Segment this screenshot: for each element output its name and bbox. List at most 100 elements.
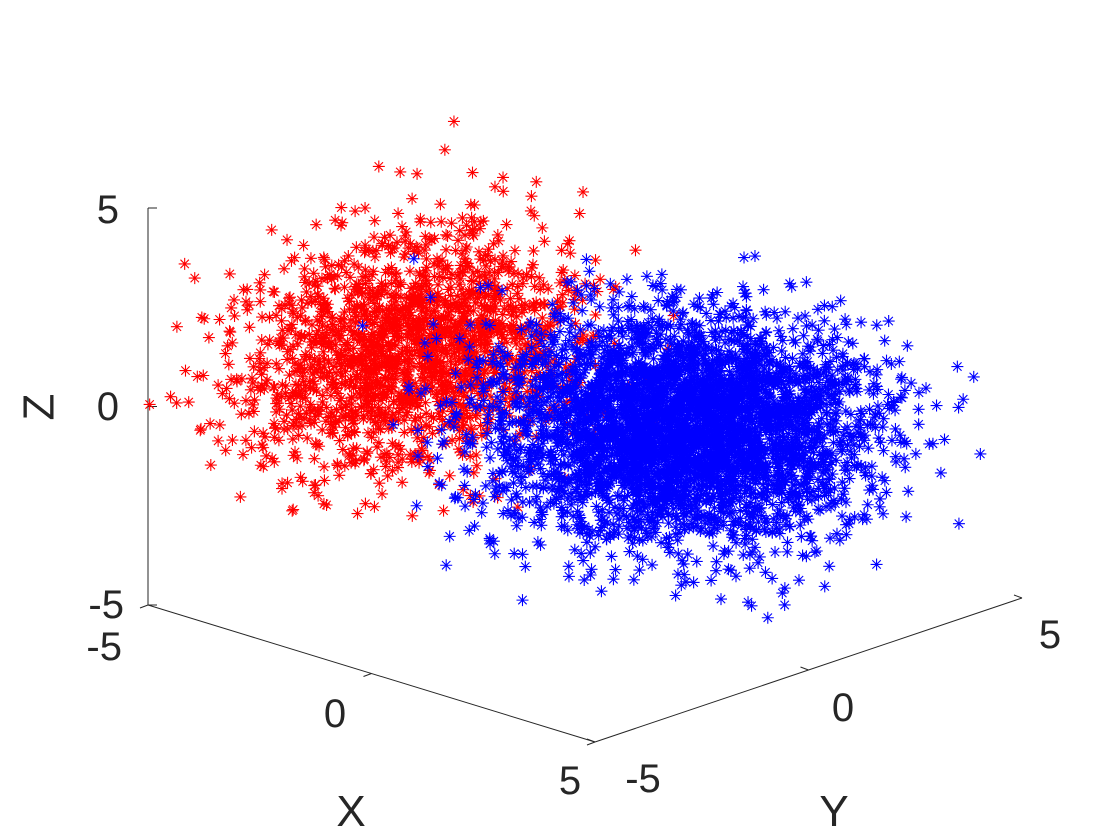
scatter-point-s1 (824, 449, 837, 462)
scatter-point-s0 (512, 267, 525, 280)
scatter-point-s0 (394, 291, 407, 304)
scatter-point-s1 (683, 456, 696, 469)
scatter-point-s1 (952, 517, 965, 530)
scatter-point-s0 (257, 441, 270, 454)
scatter-point-s0 (390, 266, 403, 279)
scatter-point-s0 (359, 263, 372, 276)
scatter-point-s1 (860, 513, 873, 526)
scatter-point-s1 (813, 393, 826, 406)
scatter-point-s0 (410, 394, 423, 407)
scatter-point-s0 (433, 424, 446, 437)
scatter-point-s0 (363, 274, 376, 287)
scatter-point-s1 (742, 596, 755, 609)
scatter-point-s1 (523, 395, 536, 408)
scatter-point-s1 (826, 413, 839, 426)
scatter-point-s0 (425, 366, 438, 379)
scatter-point-s0 (554, 276, 567, 289)
scatter-point-s1 (796, 549, 809, 562)
scatter-point-s1 (631, 497, 644, 510)
scatter-point-s0 (263, 334, 276, 347)
scatter-point-s0 (339, 375, 352, 388)
scatter-point-s1 (601, 443, 614, 456)
scatter-point-s0 (317, 292, 330, 305)
scatter-point-s0 (351, 285, 364, 298)
scatter-point-s1 (794, 479, 807, 492)
scatter-point-s1 (515, 390, 528, 403)
scatter-point-s0 (432, 311, 445, 324)
scatter-point-s0 (438, 295, 451, 308)
scatter-point-s1 (483, 319, 496, 332)
scatter-point-s1 (617, 458, 630, 471)
scatter-point-s1 (843, 472, 856, 485)
scatter-point-s1 (803, 486, 816, 499)
scatter-point-s0 (395, 347, 408, 360)
scatter-point-s0 (287, 307, 300, 320)
scatter-point-s0 (223, 267, 236, 280)
scatter-point-s0 (244, 383, 257, 396)
scatter-point-s1 (639, 466, 652, 479)
scatter-point-s0 (538, 326, 551, 339)
scatter-point-s0 (387, 395, 400, 408)
scatter-point-s0 (431, 260, 444, 273)
scatter-point-s0 (394, 319, 407, 332)
scatter-point-s0 (228, 397, 241, 410)
scatter-point-s0 (503, 382, 516, 395)
scatter-point-s0 (344, 314, 357, 327)
scatter-point-s0 (272, 434, 285, 447)
scatter-point-s0 (296, 475, 309, 488)
scatter-point-s0 (396, 366, 409, 379)
scatter-point-s1 (443, 530, 456, 543)
scatter-point-s0 (415, 330, 428, 343)
scatter-point-s0 (300, 285, 313, 298)
scatter-point-s1 (826, 369, 839, 382)
scatter-point-s0 (491, 491, 504, 504)
scatter-point-s0 (316, 395, 329, 408)
scatter-point-s1 (677, 400, 690, 413)
scatter-point-s1 (678, 458, 691, 471)
scatter-point-s1 (723, 430, 736, 443)
scatter-point-s1 (804, 361, 817, 374)
scatter-point-s0 (413, 357, 426, 370)
scatter-point-s0 (496, 328, 509, 341)
scatter-point-s1 (598, 465, 611, 478)
scatter-point-s1 (675, 364, 688, 377)
scatter-point-s0 (386, 339, 399, 352)
scatter-point-s1 (534, 501, 547, 514)
scatter-point-s0 (170, 396, 183, 409)
scatter-point-s0 (421, 450, 434, 463)
scatter-point-s1 (707, 539, 720, 552)
scatter-point-s0 (226, 336, 239, 349)
scatter-point-s0 (434, 355, 447, 368)
scatter-point-s0 (408, 448, 421, 461)
scatter-point-s1 (518, 354, 531, 367)
scatter-point-s0 (349, 457, 362, 470)
scatter-point-s1 (602, 478, 615, 491)
scatter-point-s0 (399, 229, 412, 242)
scatter-point-s0 (307, 383, 320, 396)
scatter-point-s1 (608, 389, 621, 402)
scatter-point-s0 (245, 372, 258, 385)
x-tick-mark-2 (586, 741, 596, 746)
scatter-point-s0 (281, 353, 294, 366)
scatter-point-s1 (744, 365, 757, 378)
scatter-point-s0 (195, 311, 208, 324)
scatter-point-s0 (461, 300, 474, 313)
scatter-point-s0 (415, 297, 428, 310)
scatter-point-s0 (513, 327, 526, 340)
scatter-point-s1 (722, 355, 735, 368)
scatter-point-s0 (309, 334, 322, 347)
scatter-point-s1 (607, 308, 620, 321)
scatter-point-s0 (312, 489, 325, 502)
scatter-point-s0 (527, 297, 540, 310)
scatter-point-s1 (768, 440, 781, 453)
scatter-point-s0 (445, 405, 458, 418)
scatter-point-s1 (707, 467, 720, 480)
scatter-point-s0 (359, 239, 372, 252)
scatter-point-s0 (321, 305, 334, 318)
scatter-point-s0 (504, 292, 517, 305)
scatter-point-s1 (596, 503, 609, 516)
scatter-point-s1 (863, 403, 876, 416)
scatter-point-s1 (894, 436, 907, 449)
scatter-point-s1 (744, 347, 757, 360)
scatter-point-s0 (556, 288, 569, 301)
